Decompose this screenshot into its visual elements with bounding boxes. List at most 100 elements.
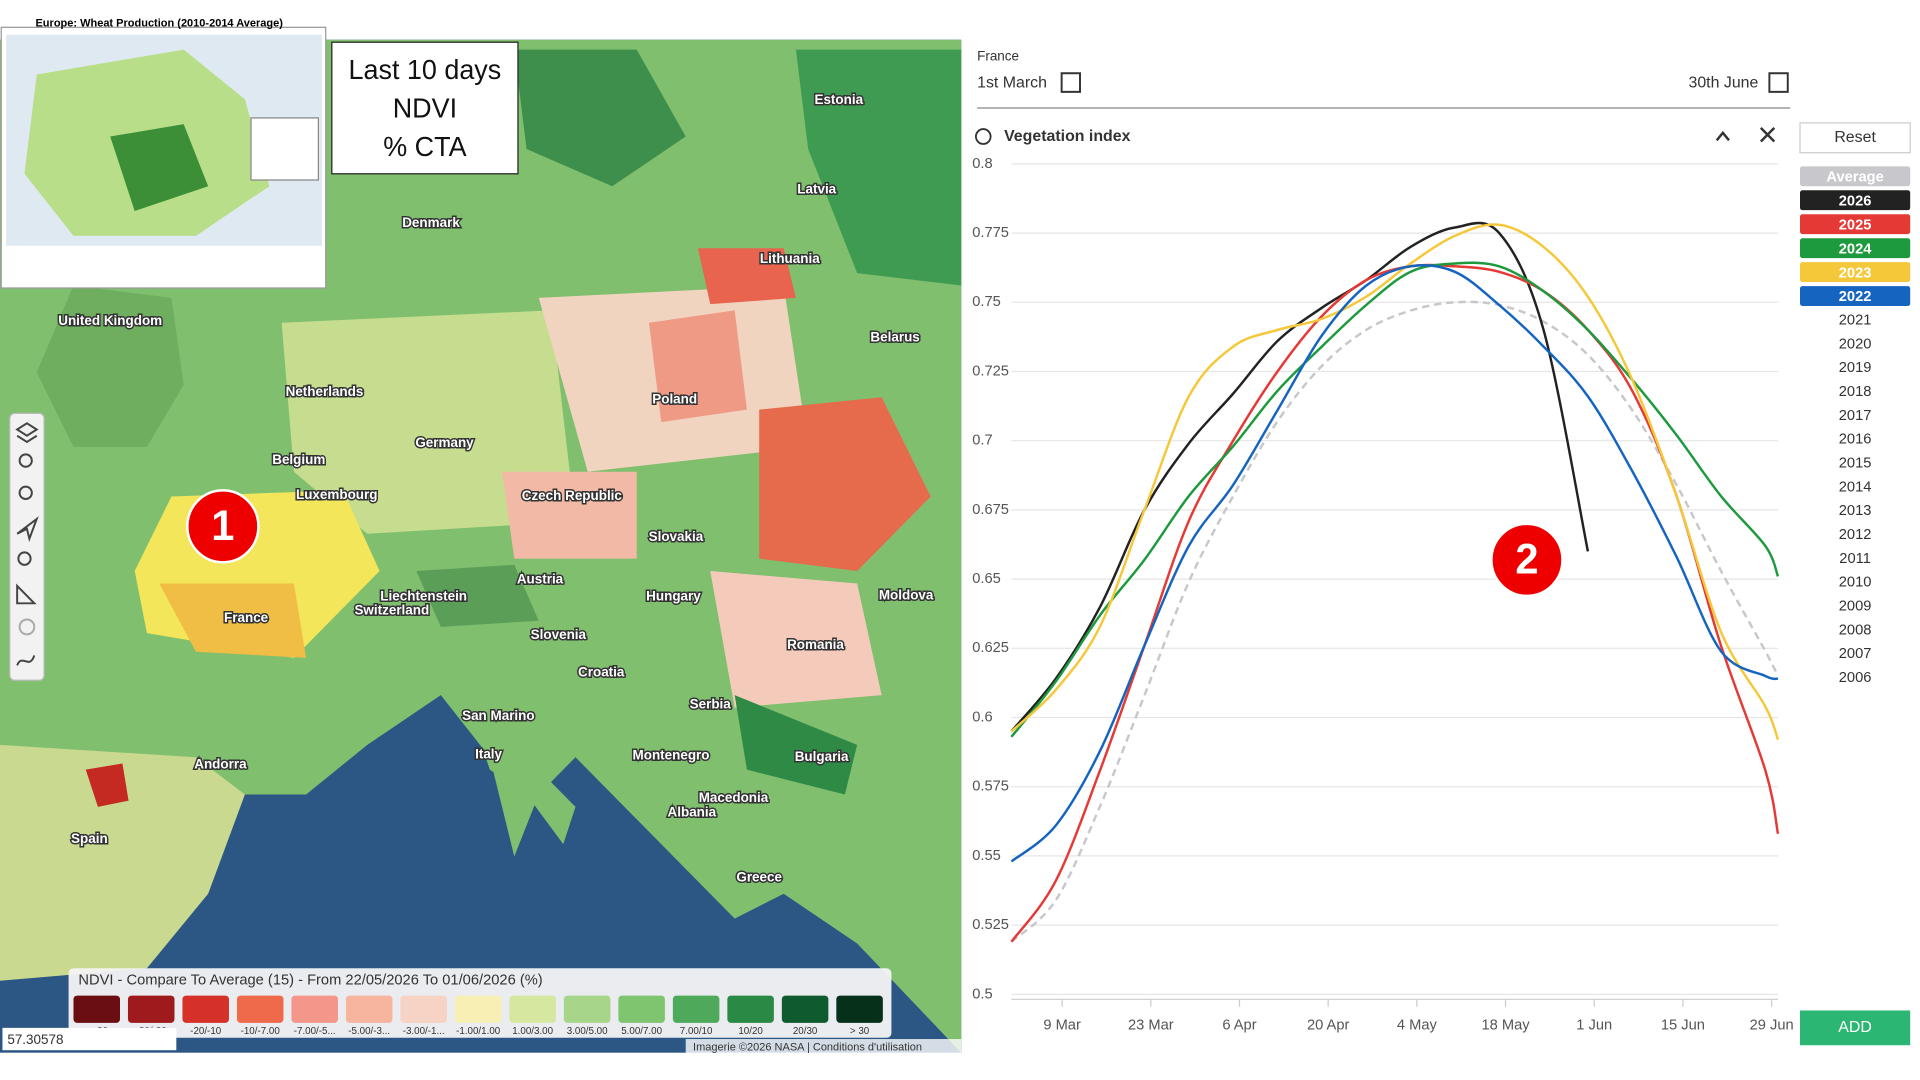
legend-label[interactable]: 2018 (1839, 384, 1872, 400)
series-line (1010, 300, 1780, 943)
y-tick-label: 0.775 (972, 225, 1009, 241)
country-label: Montenegro (633, 748, 710, 763)
legend-label[interactable]: 2016 (1839, 432, 1872, 448)
land (514, 49, 686, 187)
legend-button[interactable] (1800, 190, 1911, 211)
legend-label[interactable]: 2014 (1839, 479, 1872, 495)
map-legend-classes: < -30-30/-20-20/-10-10/-7.00-7.00/-5...-… (73, 995, 883, 1037)
series-line (1010, 223, 1780, 741)
legend-swatch (400, 995, 447, 1023)
start-date[interactable]: 1st March (977, 73, 1047, 91)
series-line (1010, 221, 1590, 733)
legend-swatch (182, 995, 229, 1023)
legend-label[interactable]: 2006 (1839, 670, 1872, 686)
zoom-out-tool[interactable] (18, 485, 33, 501)
legend-label[interactable]: 2011 (1839, 551, 1871, 567)
collapse-button[interactable] (1715, 130, 1730, 142)
country-label: Estonia (814, 92, 863, 107)
region: France (977, 49, 1019, 64)
legend-label: 2025 (1839, 217, 1872, 233)
legend-label[interactable]: 2015 (1839, 455, 1872, 471)
legend-label: 2023 (1839, 265, 1872, 281)
search-tool[interactable] (17, 551, 32, 566)
legend-class-label: 3.00/5.00 (567, 1026, 608, 1037)
legend-class-label: -3.00/-1... (403, 1026, 445, 1037)
country-label: Switzerland (354, 602, 429, 617)
country-label: Andorra (194, 756, 247, 771)
target-tool[interactable] (18, 618, 36, 636)
legend-class-label: > 30 (850, 1026, 870, 1037)
calendar-icon[interactable] (1768, 72, 1789, 93)
marker-label: 1 (211, 502, 234, 549)
end-date[interactable]: 30th June (1688, 73, 1758, 91)
legend-label[interactable]: 2013 (1839, 503, 1872, 519)
legend-swatch (836, 995, 883, 1023)
legend-label[interactable]: 2010 (1839, 575, 1872, 591)
legend-label[interactable]: 2020 (1839, 336, 1872, 352)
x-tick-label: 29 Jun (1750, 1017, 1794, 1033)
map[interactable] (0, 39, 962, 1053)
legend-label[interactable]: 2021 (1839, 312, 1872, 328)
y-tick-label: 0.5 (972, 986, 992, 1002)
legend-label[interactable]: 2017 (1839, 408, 1872, 424)
france-area (159, 583, 307, 658)
legend-button[interactable] (1800, 238, 1911, 259)
coordinates-box (2, 1027, 177, 1051)
add-button[interactable] (1800, 1010, 1911, 1046)
y-tick-label: 0.7 (972, 433, 992, 449)
land (36, 285, 184, 447)
land (416, 564, 539, 627)
legend-class-label: 20/30 (793, 1026, 818, 1037)
locate-tool[interactable] (16, 516, 39, 543)
legend-swatch (236, 995, 284, 1023)
legend-button[interactable] (1800, 286, 1911, 306)
country-label: Belgium (272, 452, 325, 467)
reset-button[interactable] (1799, 122, 1911, 154)
legend-button[interactable] (1800, 166, 1911, 187)
close-button[interactable] (1759, 126, 1776, 143)
legend-label: 2022 (1839, 289, 1872, 305)
inset-legend (250, 117, 319, 181)
land (281, 310, 576, 534)
series-line (1010, 261, 1780, 738)
legend-class-label: -10/-7.00 (241, 1026, 281, 1037)
reset-label: Reset (1834, 128, 1876, 146)
country-label: Luxembourg (296, 487, 377, 502)
legend-swatch (781, 995, 829, 1023)
land (759, 397, 931, 572)
measure-tool[interactable] (16, 583, 37, 605)
legend-label[interactable]: 2007 (1839, 646, 1872, 662)
legend-label[interactable]: 2019 (1839, 360, 1872, 376)
legend-swatch (454, 995, 502, 1023)
x-tick-label: 9 Mar (1043, 1017, 1081, 1033)
x-tick-label: 1 Jun (1576, 1017, 1612, 1033)
country-label: Macedonia (699, 790, 769, 805)
y-tick-label: 0.6 (972, 709, 992, 725)
x-tick-label: 6 Apr (1222, 1017, 1256, 1033)
legend-label[interactable]: 2009 (1839, 598, 1872, 614)
draw-tool[interactable] (16, 655, 36, 666)
legend-button[interactable] (1800, 262, 1911, 283)
legend-label: Average (1826, 169, 1883, 185)
toolbar (9, 412, 45, 681)
country-label: Italy (475, 746, 502, 761)
calendar-icon[interactable] (1060, 72, 1081, 93)
country-label: Albania (668, 805, 717, 820)
legend-class-label: -20/-10 (190, 1026, 222, 1037)
country-label: Denmark (402, 215, 460, 230)
legend-swatch (672, 995, 720, 1023)
legend-label[interactable]: 2008 (1839, 622, 1872, 638)
legend-swatch (291, 995, 338, 1023)
zoom-in-tool[interactable] (18, 453, 33, 468)
land (648, 310, 747, 423)
marker (1490, 522, 1564, 598)
map-legend-title: NDVI - Compare To Average (15) - From 22… (78, 973, 542, 989)
legend-class-label: 10/20 (738, 1026, 763, 1037)
legend-label[interactable]: 2012 (1839, 527, 1872, 543)
country-label: Belarus (870, 329, 919, 344)
legend-button[interactable] (1800, 214, 1911, 235)
layers-tool[interactable] (15, 422, 39, 444)
country-label: Poland (652, 391, 697, 406)
country-label: Austria (517, 571, 564, 586)
country-label: Slovakia (649, 529, 704, 544)
